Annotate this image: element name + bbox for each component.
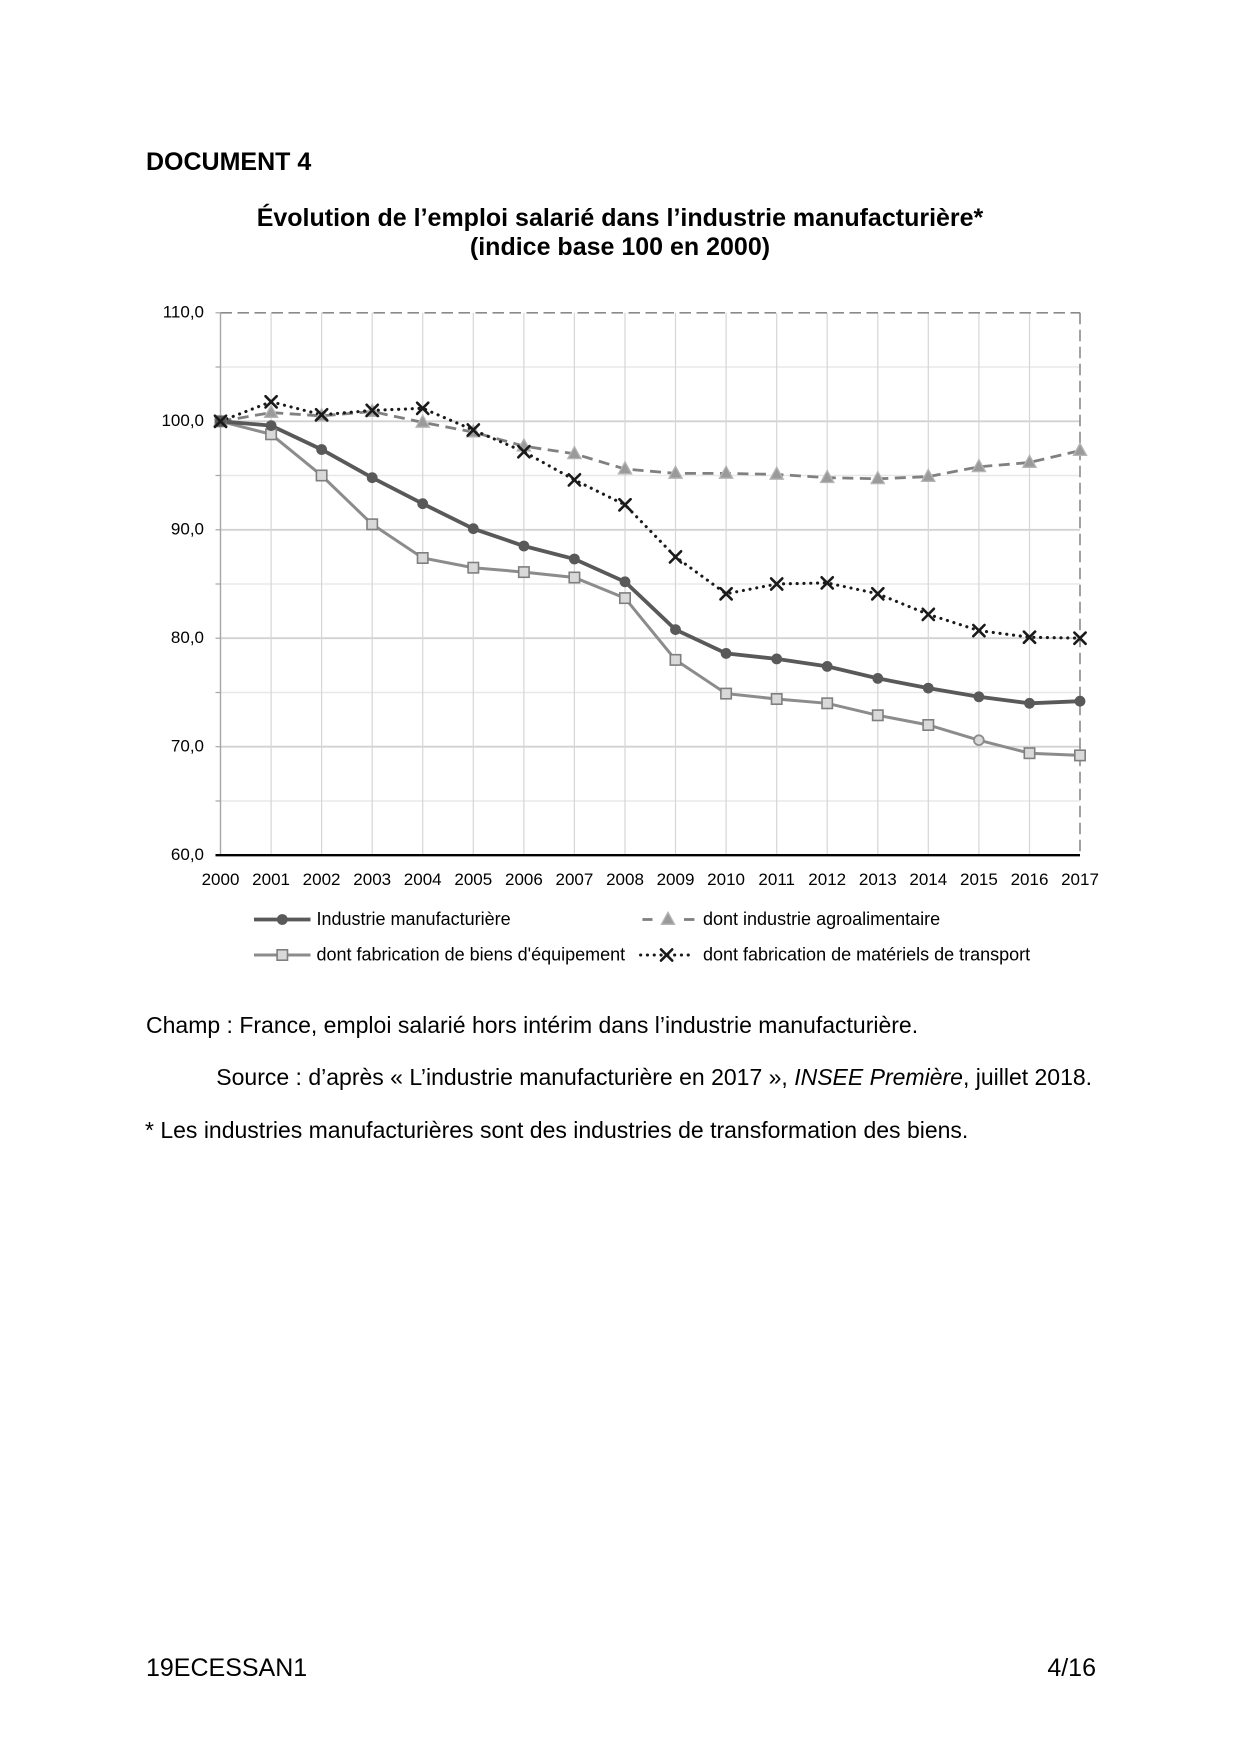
- svg-text:2008: 2008: [606, 870, 644, 889]
- svg-text:2006: 2006: [505, 870, 543, 889]
- svg-text:2005: 2005: [454, 870, 492, 889]
- svg-text:2015: 2015: [960, 870, 998, 889]
- svg-text:2007: 2007: [555, 870, 593, 889]
- svg-text:dont industrie agroalimentaire: dont industrie agroalimentaire: [703, 909, 940, 929]
- svg-text:70,0: 70,0: [171, 737, 204, 756]
- svg-text:2001: 2001: [252, 870, 290, 889]
- svg-text:2009: 2009: [657, 870, 695, 889]
- svg-text:2010: 2010: [707, 870, 745, 889]
- svg-text:60,0: 60,0: [171, 845, 204, 864]
- svg-text:80,0: 80,0: [171, 628, 204, 647]
- svg-text:2016: 2016: [1011, 870, 1049, 889]
- svg-text:Industrie manufacturière: Industrie manufacturière: [317, 909, 511, 929]
- svg-text:2000: 2000: [202, 870, 240, 889]
- svg-text:2011: 2011: [758, 870, 795, 889]
- svg-text:100,0: 100,0: [161, 411, 204, 430]
- svg-text:dont fabrication de matériels: dont fabrication de matériels de transpo…: [703, 944, 1030, 964]
- svg-text:2014: 2014: [909, 870, 947, 889]
- svg-text:2004: 2004: [404, 870, 442, 889]
- svg-text:2013: 2013: [859, 870, 897, 889]
- svg-text:2003: 2003: [353, 870, 391, 889]
- svg-text:110,0: 110,0: [163, 303, 204, 322]
- svg-text:2002: 2002: [303, 870, 341, 889]
- svg-text:90,0: 90,0: [171, 520, 204, 539]
- svg-text:dont fabrication de biens d'éq: dont fabrication de biens d'équipement: [317, 944, 626, 964]
- svg-text:2017: 2017: [1061, 870, 1099, 889]
- svg-text:2012: 2012: [808, 870, 846, 889]
